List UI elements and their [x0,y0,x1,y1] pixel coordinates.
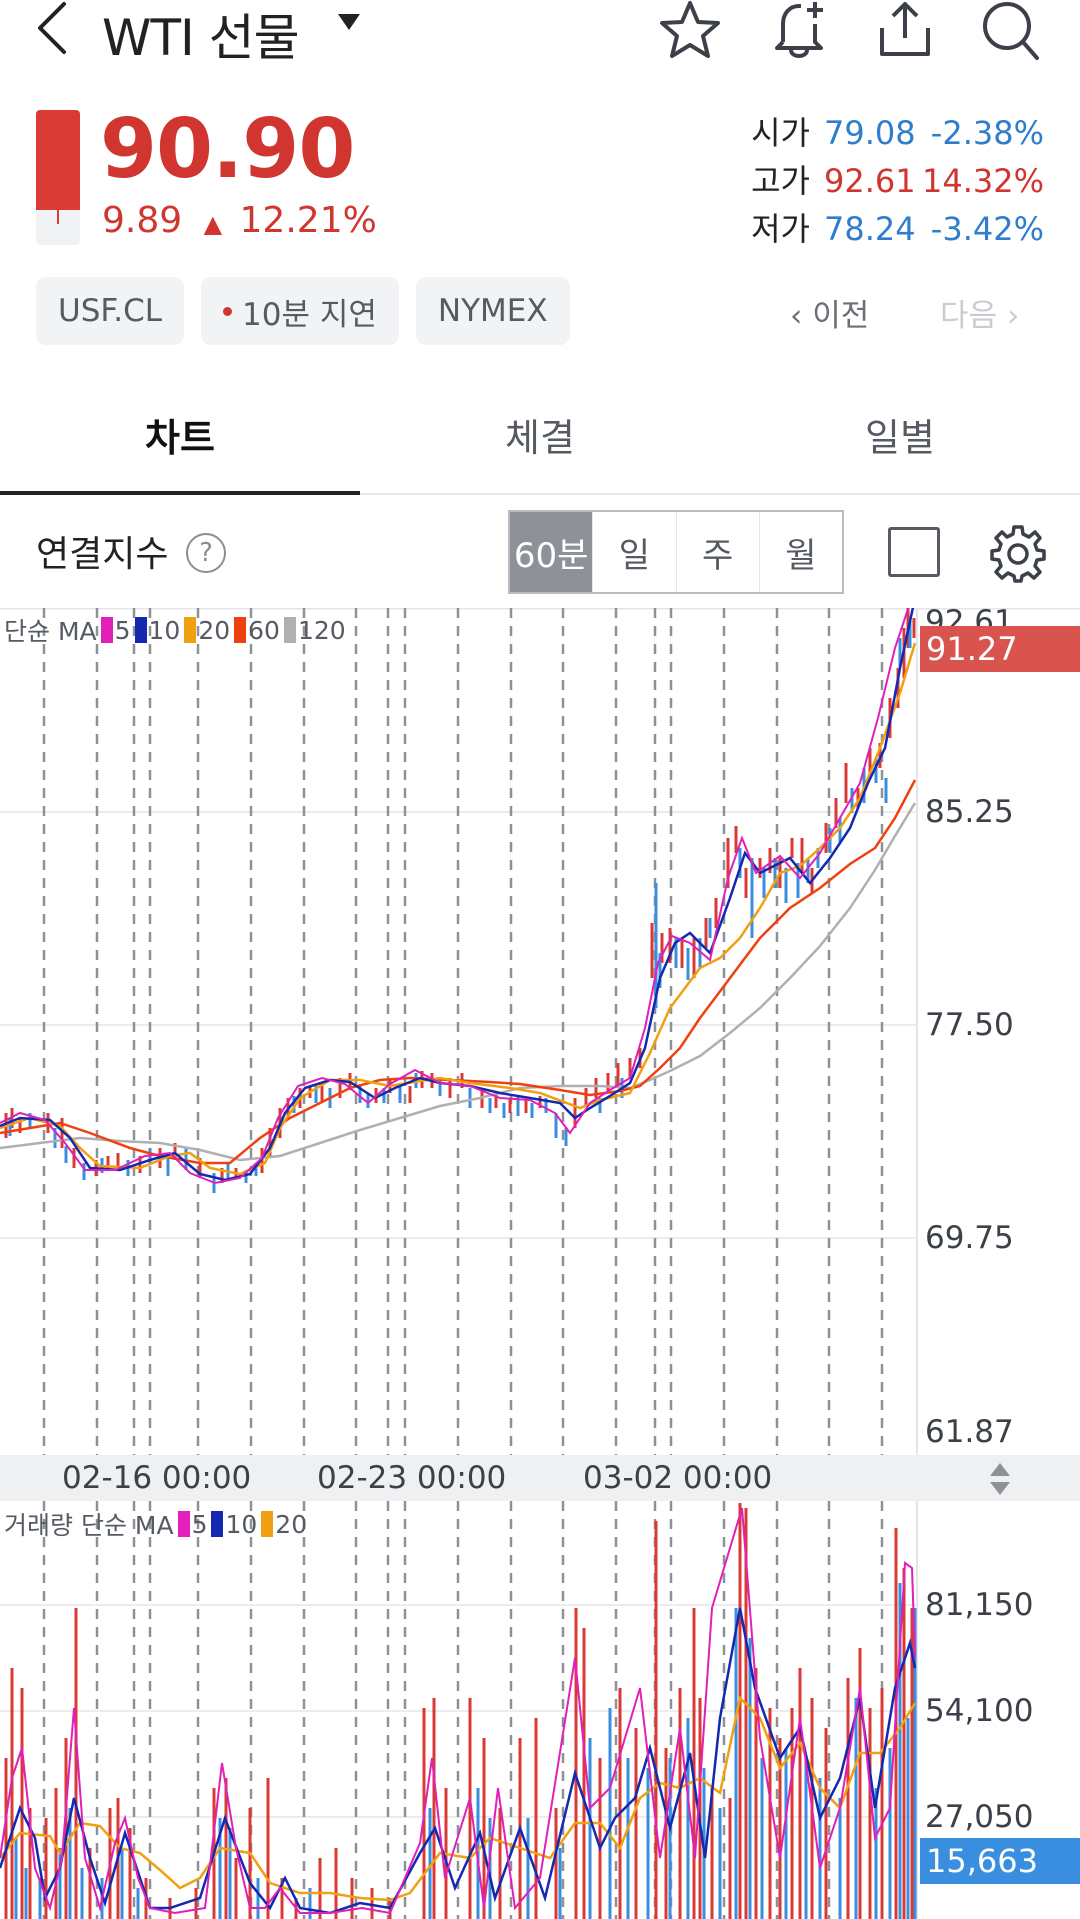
price-volume-chart[interactable] [0,608,1080,1919]
open-row: 시가 79.08 -2.38% [751,114,1044,152]
price-tick: 77.50 [925,1007,1014,1043]
date-label: 03-02 00:00 [583,1460,773,1496]
share-icon [880,2,930,56]
favorite-button[interactable] [655,0,725,62]
current-price-tag: 91.27 [920,626,1080,672]
current-price: 90.90 [100,102,355,197]
page-title[interactable]: WTI 선물 [102,9,300,67]
exchange-chip: NYMEX [415,277,570,345]
period-month[interactable]: 월 [785,535,817,576]
app-header: WTI 선물 [0,0,1080,90]
ticker-chip: USF.CL [36,277,184,345]
period-week[interactable]: 주 [677,512,760,592]
up-arrow-icon: ▲ [203,210,223,238]
tab-bar: 차트 체결 일별 [0,375,1080,495]
price-tick-low: 61.87 [925,1414,1014,1450]
quote-summary: 90.90 9.89 ▲ 12.21% 시가 79.08 -2.38% 고가 9… [0,100,1080,260]
price-tick: 85.25 [925,794,1014,830]
vol-ma20-swatch [261,1511,274,1537]
volume-tick: 54,100 [925,1693,1034,1729]
volume-ma-legend: 거래량 단순 MA 5 10 20 [4,1509,308,1541]
delay-chip: 10분 지연 [201,277,399,345]
resize-handle[interactable] [988,1461,1012,1497]
tab-daily[interactable]: 일별 [865,415,935,460]
date-label: 02-16 00:00 [62,1460,252,1496]
status-dot-icon [223,306,232,316]
resize-arrows-icon [990,1463,1010,1495]
search-button[interactable] [975,0,1045,62]
price-ma-legend: 단순 MA 5 10 20 60 120 [4,615,346,647]
period-day[interactable]: 일 [593,512,677,592]
dropdown-caret-icon[interactable] [338,14,360,30]
price-tick: 69.75 [925,1220,1014,1256]
ma60-swatch [234,617,247,643]
ma10-swatch [134,617,147,643]
vol-ma10-swatch [211,1511,224,1537]
continuous-index-label: 연결지수 [36,534,169,575]
ohl-table: 시가 79.08 -2.38% 고가 92.61 14.32% 저가 78.24… [714,108,1044,252]
chart-toolbar: 연결지수 ? 60분 일 주 월 [0,505,1080,600]
ma120-swatch [283,617,296,643]
ma20-swatch [184,617,197,643]
search-icon [983,2,1039,60]
time-axis[interactable]: 02-16 00:00 02-23 00:00 03-02 00:00 [0,1455,1080,1501]
next-button[interactable]: 다음 › [940,298,1020,334]
bell-plus-icon [775,2,823,58]
tab-trades[interactable]: 체결 [505,415,575,460]
date-label: 02-23 00:00 [317,1460,507,1496]
chart-panel[interactable]: 단순 MA 5 10 20 60 120 92.61 91.27 85.25 7… [0,604,1080,1919]
candle-icon [36,110,80,245]
share-button[interactable] [870,0,940,62]
period-60min[interactable]: 60분 [510,512,594,592]
star-icon [660,1,720,58]
fullscreen-icon[interactable] [888,527,940,577]
volume-tick: 81,150 [925,1587,1034,1623]
high-row: 고가 92.61 14.32% [751,162,1044,200]
price-change: 9.89 ▲ 12.21% [102,200,377,241]
info-chips: USF.CL 10분 지연 NYMEX [36,277,570,345]
volume-tick: 27,050 [925,1799,1034,1835]
ma5-swatch [100,617,113,643]
settings-button[interactable] [988,523,1048,583]
period-selector: 60분 일 주 월 [508,510,844,594]
current-volume-tag: 15,663 [920,1838,1080,1884]
alert-button[interactable] [763,0,833,62]
tab-chart[interactable]: 차트 [0,375,360,495]
vol-ma5-swatch [177,1511,190,1537]
gear-icon [990,525,1046,583]
low-row: 저가 78.24 -3.42% [751,210,1044,248]
help-icon[interactable]: ? [186,533,226,573]
back-button[interactable] [30,0,74,60]
back-icon [38,2,66,54]
prev-button[interactable]: ‹ 이전 [790,298,870,334]
